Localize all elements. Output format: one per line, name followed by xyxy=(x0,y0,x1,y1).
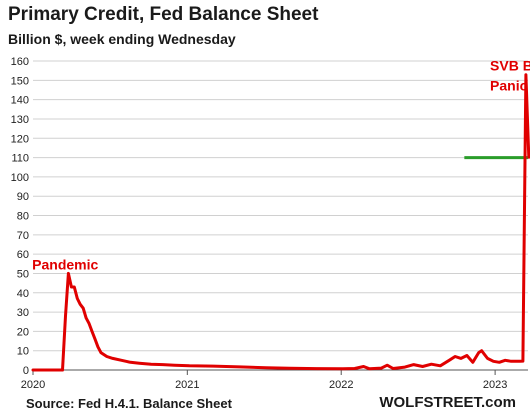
y-tick-label: 120 xyxy=(11,133,29,145)
y-tick-label: 140 xyxy=(11,95,29,107)
y-tick-label: 20 xyxy=(17,326,29,338)
annotation-label: SVB Bank xyxy=(490,58,530,74)
y-tick-label: 110 xyxy=(11,153,29,165)
x-tick-label: 2021 xyxy=(175,379,199,391)
annotation-label: Pandemic xyxy=(32,257,98,273)
y-tick-label: 130 xyxy=(11,114,29,126)
y-tick-label: 50 xyxy=(17,268,29,280)
y-tick-label: 60 xyxy=(17,249,29,261)
chart-title: Primary Credit, Fed Balance Sheet xyxy=(8,4,319,25)
y-tick-label: 80 xyxy=(17,211,29,223)
series-line xyxy=(31,73,530,372)
annotation-label: Panic xyxy=(490,78,528,94)
y-tick-label: 150 xyxy=(11,75,29,87)
chart-subtitle: Billion $, week ending Wednesday xyxy=(8,31,236,47)
y-tick-label: 10 xyxy=(17,346,29,358)
y-tick-label: 0 xyxy=(23,365,29,377)
x-tick-label: 2020 xyxy=(21,379,45,391)
source-note: Source: Fed H.4.1. Balance Sheet xyxy=(26,396,232,411)
y-tick-label: 70 xyxy=(17,230,29,242)
x-tick-label: 2023 xyxy=(483,379,507,391)
x-tick-label: 2022 xyxy=(329,379,353,391)
y-tick-label: 40 xyxy=(17,288,29,300)
y-tick-label: 160 xyxy=(11,56,29,68)
y-tick-label: 90 xyxy=(17,191,29,203)
y-tick-label: 100 xyxy=(11,172,29,184)
brand-logo: WOLFSTREET.com xyxy=(379,394,516,411)
y-tick-label: 30 xyxy=(17,307,29,319)
